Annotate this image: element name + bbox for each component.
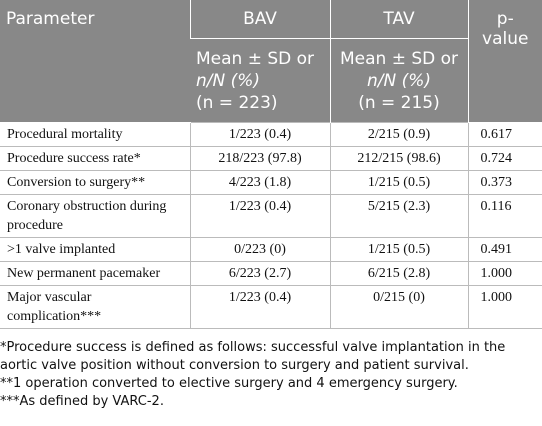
header-cell: Parameter: [0, 0, 190, 123]
table-row: New permanent pacemaker 6/223 (2.7) 6/215 …: [0, 261, 542, 286]
table-cell: 0/215 (0): [329, 285, 469, 329]
subheader-line: Mean ± SD or: [339, 48, 459, 69]
table-cell: 218/223 (97.8): [189, 146, 331, 171]
subheader-line: n/N (%): [196, 70, 261, 91]
table-cell: 1/223 (0.4): [189, 285, 331, 329]
table-cell: Procedural mortality: [0, 122, 191, 147]
footnote: **1 operation converted to elective surg…: [0, 376, 458, 391]
table-cell: Conversion to surgery**: [0, 170, 191, 195]
table-cell: 2/215 (0.9): [329, 122, 469, 147]
header-cell: TAV: [329, 0, 468, 39]
table-body: Procedural mortality 1/223 (0.4) 2/215 (0.…: [0, 122, 542, 329]
subheader-cell: Mean ± SD or n/N (%) (n = 223): [190, 38, 330, 123]
table-cell: 0.491: [467, 237, 542, 262]
table-cell: Procedure success rate*: [0, 146, 191, 171]
table-cell: 0.724: [467, 146, 542, 171]
footnotes: *Procedure success is defined as follows…: [0, 339, 542, 411]
table-cell: 212/215 (98.6): [329, 146, 469, 171]
table-cell: 1/215 (0.5): [329, 170, 469, 195]
table-cell: Major vascular complication***: [0, 285, 191, 329]
subheader-cell: Mean ± SD or n/N (%) (n = 215): [329, 38, 468, 123]
table-cell: 1.000: [467, 285, 542, 329]
table-row: Coronary obstruction during procedure 1/2…: [0, 194, 542, 238]
footnote: ***As defined by VARC-2.: [0, 394, 164, 409]
table-cell: 6/215 (2.8): [329, 261, 469, 286]
subheader-line: (n = 223): [196, 92, 278, 113]
table-cell: New permanent pacemaker: [0, 261, 191, 286]
table: Parameter BAV TAV p-value Mean ± SD or n/…: [0, 0, 542, 329]
table-row: >1 valve implanted 0/223 (0) 1/215 (0.5) 0.…: [0, 237, 542, 262]
table-cell: 1/223 (0.4): [189, 122, 331, 147]
table-cell: 0.373: [467, 170, 542, 195]
subheader-line: (n = 215): [358, 92, 440, 113]
subheader-line: n/N (%): [366, 70, 432, 91]
table-cell: 6/223 (2.7): [189, 261, 331, 286]
table-row: Major vascular complication*** 1/223 (0.4…: [0, 285, 542, 329]
table-cell: 1/215 (0.5): [329, 237, 469, 262]
table-row: Conversion to surgery** 4/223 (1.8) 1/215 …: [0, 170, 542, 195]
footnote: *Procedure success is defined as follows…: [0, 340, 506, 373]
table-cell: >1 valve implanted: [0, 237, 191, 262]
table-cell: 0/223 (0): [189, 237, 331, 262]
header-cell: BAV: [189, 0, 330, 39]
table-cell: 1.000: [467, 261, 542, 286]
header-cell: p-value: [467, 0, 542, 123]
table-cell: 4/223 (1.8): [189, 170, 331, 195]
table-cell: 0.116: [467, 194, 542, 238]
table-row: Procedural mortality 1/223 (0.4) 2/215 (0.…: [0, 122, 542, 147]
subheader-line: Mean ± SD or: [196, 48, 315, 69]
table-cell: Coronary obstruction during procedure: [0, 194, 191, 238]
table-cell: 5/215 (2.3): [329, 194, 469, 238]
table-cell: 0.617: [467, 122, 542, 147]
table-row: Procedure success rate* 218/223 (97.8) 212…: [0, 146, 542, 171]
table-cell: 1/223 (0.4): [189, 194, 331, 238]
